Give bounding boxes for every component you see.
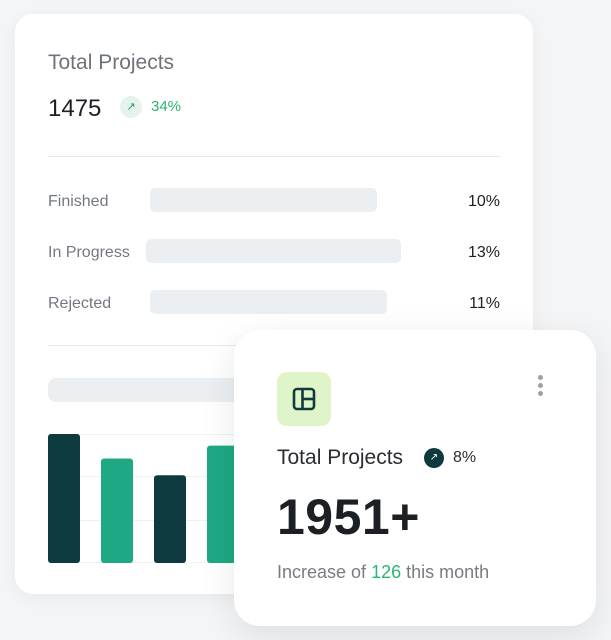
bar-chart xyxy=(48,434,239,563)
row-value-in-progress: 13% xyxy=(467,244,500,261)
row-value-rejected: 11% xyxy=(469,295,500,312)
total-projects-card: Total Projects ↗ 8% 1951+ Increase of 12… xyxy=(234,330,596,626)
row-label-finished: Finished xyxy=(48,193,109,210)
row-label-rejected: Rejected xyxy=(48,295,112,312)
row-label-in-progress: In Progress xyxy=(48,244,130,261)
progress-bar-rejected xyxy=(150,290,387,314)
card-title: Total Projects xyxy=(48,51,175,74)
subtitle-prefix: Increase of xyxy=(277,562,367,582)
card-title: Total Projects xyxy=(277,446,404,469)
total-projects-value: 1475 xyxy=(48,95,102,122)
arrow-up-right-icon: ↗ xyxy=(120,96,142,118)
chart-bar-4 xyxy=(207,445,239,563)
divider xyxy=(48,156,501,157)
row-value-finished: 10% xyxy=(467,193,500,210)
kebab-menu-icon[interactable] xyxy=(536,375,544,399)
arrow-up-right-icon: ↗ xyxy=(424,448,444,468)
trend-percent: 8% xyxy=(453,449,477,466)
total-projects-value: 1951+ xyxy=(277,489,420,545)
trend-percent: 34% xyxy=(151,98,182,115)
chart-bar-1 xyxy=(48,434,80,563)
chart-bar-2 xyxy=(101,458,133,563)
progress-bar-finished xyxy=(150,188,377,212)
increase-count: 126 xyxy=(371,562,402,582)
subtitle-suffix: this month xyxy=(406,562,490,582)
increase-subtitle: Increase of 126 this month xyxy=(277,562,489,583)
chart-bar-3 xyxy=(154,475,186,563)
progress-bar-in-progress xyxy=(146,239,401,263)
layout-panel-icon xyxy=(277,372,331,426)
